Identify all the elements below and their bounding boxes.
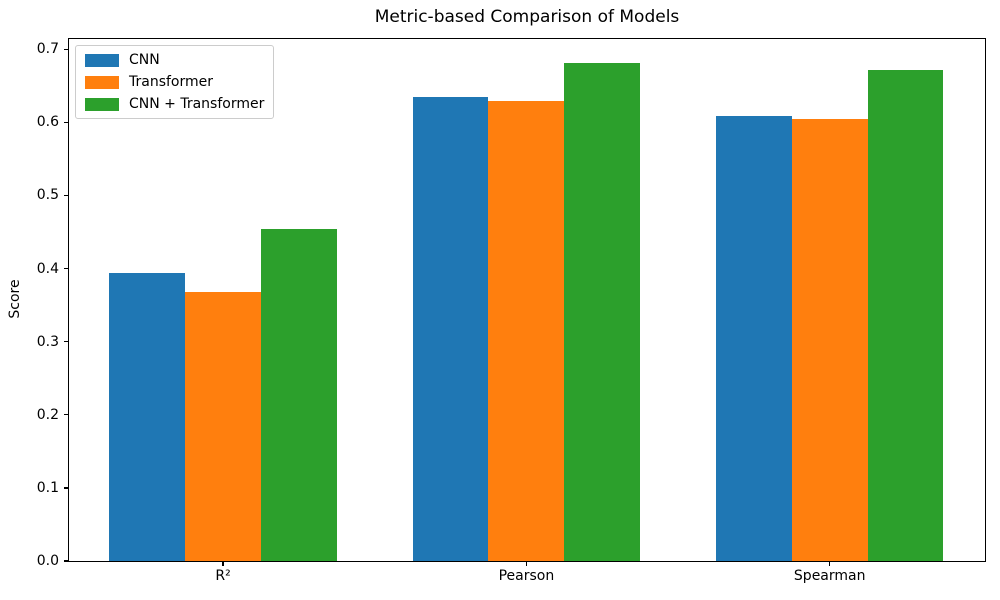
- y-tick: [64, 267, 68, 270]
- legend-swatch-cnn-transformer: [85, 97, 119, 111]
- y-tick-label: 0.1: [36, 479, 59, 496]
- y-tick: [64, 48, 68, 50]
- y-tick-label: 0.2: [36, 406, 59, 423]
- legend-item-cnn: CNN: [85, 53, 264, 67]
- y-tick: [64, 560, 68, 562]
- bar-cnn: [715, 115, 792, 561]
- bar-cnn: [412, 96, 489, 561]
- x-tick: [222, 562, 224, 566]
- y-axis-label: Score: [7, 279, 23, 319]
- legend-label-cnn: CNN: [129, 52, 160, 68]
- x-tick: [525, 562, 528, 566]
- y-tick: [64, 121, 68, 124]
- bar-transformer: [185, 291, 261, 561]
- x-tick-label-r: R²: [215, 568, 231, 584]
- bar-transformer: [488, 101, 565, 561]
- y-tick: [64, 487, 68, 489]
- x-tick-label-pearson: Pearson: [498, 568, 555, 584]
- y-tick-label: 0.4: [36, 260, 59, 277]
- y-tick-label: 0.6: [36, 114, 59, 131]
- bar-transformer: [791, 118, 868, 561]
- plot-area: CNN Transformer CNN + Transformer 0.0 0.1…: [37, 38, 986, 583]
- legend-label-transformer: Transformer: [129, 74, 214, 90]
- bar-cnn-transformer: [564, 63, 641, 561]
- bar-cnn: [109, 272, 186, 561]
- y-tick: [64, 414, 68, 416]
- y-tick-label: 0.3: [36, 333, 59, 350]
- chart-title: Metric-based Comparison of Models: [374, 7, 680, 27]
- bar-cnn-transformer: [260, 229, 337, 561]
- legend-swatch-cnn: [85, 53, 119, 67]
- y-tick: [64, 340, 68, 343]
- y-tick-label: 0.5: [36, 187, 59, 204]
- x-tick: [829, 562, 831, 566]
- y-tick-label: 0.0: [36, 553, 59, 569]
- legend-label-cnn-transformer: CNN + Transformer: [129, 96, 265, 112]
- legend-item-transformer: Transformer: [85, 75, 264, 89]
- bar-cnn-transformer: [867, 69, 944, 561]
- y-tick-label: 0.7: [36, 41, 59, 58]
- x-tick-label-spearman: Spearman: [793, 568, 866, 584]
- legend: CNN Transformer CNN + Transformer: [75, 45, 275, 119]
- legend-swatch-transformer: [85, 75, 119, 89]
- legend-item-cnn-transformer: CNN + Transformer: [85, 97, 264, 111]
- y-tick: [64, 194, 68, 197]
